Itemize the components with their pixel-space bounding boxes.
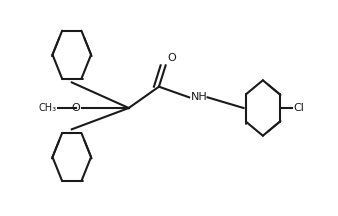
Text: CH₃: CH₃ [39,103,57,113]
Text: Cl: Cl [293,103,304,113]
Text: O: O [71,103,80,113]
Text: NH: NH [191,92,208,102]
Text: O: O [167,53,176,63]
